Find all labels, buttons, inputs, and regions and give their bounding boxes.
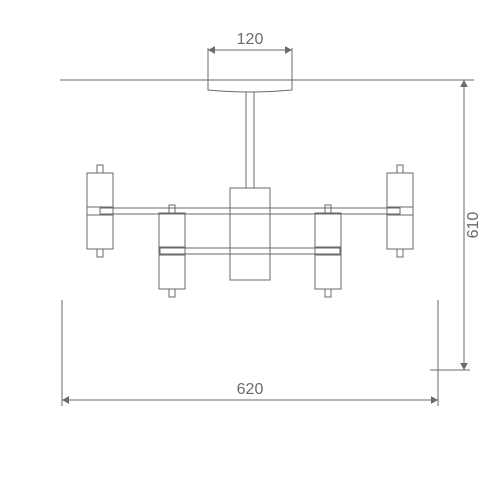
drawing-element (169, 289, 175, 297)
drawing-element (431, 396, 438, 404)
drawing-element (97, 165, 103, 173)
drawing-element (387, 215, 413, 249)
canopy (208, 80, 292, 92)
drawing-element (460, 80, 468, 87)
product-dimension-diagram: 120 620 610 (0, 0, 500, 500)
center-block (230, 188, 270, 280)
drawing-element (87, 215, 113, 249)
drawing-element (315, 255, 341, 289)
drawing-element (397, 249, 403, 257)
downrod (246, 92, 254, 188)
drawing-element (397, 165, 403, 173)
drawing-element (159, 255, 185, 289)
dim-bottom-label: 620 (237, 381, 264, 398)
arm-front (160, 248, 340, 254)
drawing-element (325, 205, 331, 213)
dim-right-label: 610 (465, 212, 482, 239)
drawing-element (285, 46, 292, 54)
drawing-element (97, 249, 103, 257)
drawing-element (387, 173, 413, 207)
drawing-element (460, 363, 468, 370)
drawing-element (315, 213, 341, 247)
drawing-element (62, 396, 69, 404)
drawing-element (325, 289, 331, 297)
drawing-element (87, 173, 113, 207)
dim-top-label: 120 (237, 31, 264, 48)
drawing-element (208, 46, 215, 54)
arm-back (100, 208, 400, 214)
drawing-element (159, 213, 185, 247)
drawing-element (169, 205, 175, 213)
